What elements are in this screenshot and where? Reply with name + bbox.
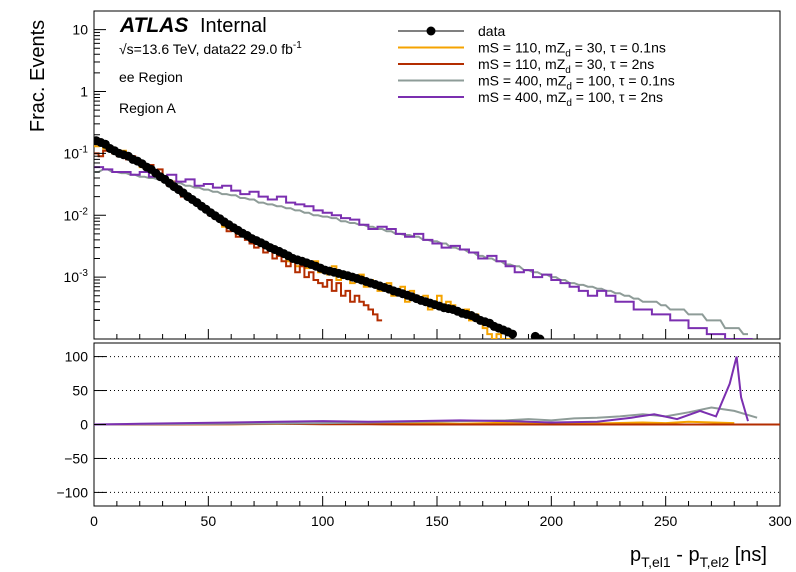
energy-lumi-text: √s=13.6 TeV, data22 29.0 fb-1 <box>119 40 302 57</box>
y-tick-label: 10-1 <box>64 144 89 161</box>
legend-label-text: mS = 110, mZ <box>478 56 566 72</box>
x-label-p1: p <box>630 544 641 566</box>
x-tick-label: 300 <box>768 513 792 529</box>
legend-label-text: mS = 400, mZ <box>478 73 567 89</box>
y-tick-label: 10 <box>72 22 88 38</box>
x-tick-label: 200 <box>540 513 564 529</box>
legend-label-sub: d <box>566 82 572 93</box>
ratio-y-tick-label: 0 <box>80 417 88 433</box>
main-series-group <box>94 143 753 339</box>
legend-label-3: mS = 400, mZd = 100, τ = 0.1ns <box>478 73 675 93</box>
y-axis-label: Frac. Events <box>27 20 49 132</box>
legend-label-text: = 30, τ = 0.1ns <box>571 40 666 56</box>
main-panel-frame <box>93 10 781 340</box>
x-axis-label: pT,el1 - pT,el2 [ns] <box>630 544 767 570</box>
ratio-y-tick-label: −100 <box>56 484 88 500</box>
x-label-unit: [ns] <box>729 544 767 566</box>
legend-data-label: data <box>478 23 505 39</box>
y-tick-base: 10 <box>64 207 80 223</box>
y-tick-label: 10-2 <box>64 206 89 223</box>
legend-label-sub: d <box>565 65 571 76</box>
legend-label-sub: d <box>566 98 572 109</box>
region-label-ee: ee Region <box>119 69 183 85</box>
legend-label-text: = 100, τ = 2ns <box>572 89 663 105</box>
legend-label-2: mS = 110, mZd = 30, τ = 2ns <box>478 56 654 76</box>
legend-label-text: mS = 400, mZ <box>478 89 567 105</box>
region-label-a: Region A <box>119 100 176 116</box>
x-tick-label: 250 <box>654 513 678 529</box>
ratio-series-group <box>94 356 780 426</box>
ratio-y-tick-label: −50 <box>64 450 88 466</box>
legend-label-text: = 30, τ = 2ns <box>571 56 654 72</box>
ratio-y-tick-label: 50 <box>72 383 88 399</box>
legend-label-sub: d <box>565 49 571 60</box>
y-tick-label: 10-3 <box>64 268 89 285</box>
y-tick-base: 10 <box>64 269 80 285</box>
x-tick-label: 50 <box>201 513 217 529</box>
x-tick-label: 0 <box>90 513 98 529</box>
y-tick-label: 1 <box>80 84 88 100</box>
y-tick-exp: -3 <box>79 268 88 279</box>
legend-label-text: = 100, τ = 0.1ns <box>572 73 675 89</box>
x-label-sub2: T,el2 <box>700 554 730 570</box>
legend-label-text: mS = 110, mZ <box>478 40 566 56</box>
data-points-group <box>94 136 545 339</box>
y-tick-exp: -2 <box>79 206 88 217</box>
data-point <box>508 329 517 339</box>
series-line-4 <box>94 166 753 339</box>
x-tick-label: 150 <box>425 513 449 529</box>
axes-group: 0 50 100 150 200 250 30010-310-210-1110−100−50… <box>56 10 792 529</box>
energy-lumi-main: √s=13.6 TeV, data22 29.0 fb <box>119 41 293 57</box>
energy-lumi-exp: -1 <box>293 40 302 51</box>
legend-label-1: mS = 110, mZd = 30, τ = 0.1ns <box>478 40 666 60</box>
series-line-3 <box>94 168 748 336</box>
atlas-status: Internal <box>200 15 267 37</box>
legend-label-4: mS = 400, mZd = 100, τ = 2ns <box>478 89 663 109</box>
legend-data-marker <box>426 26 436 36</box>
x-tick-label: 100 <box>311 513 335 529</box>
x-label-sub1: T,el1 <box>641 554 671 570</box>
ratio-y-tick-label: 100 <box>65 349 89 365</box>
y-tick-base: 10 <box>64 145 80 161</box>
y-tick-exp: -1 <box>79 144 88 155</box>
x-label-mid: - p <box>671 544 700 566</box>
atlas-label: ATLAS <box>119 14 188 37</box>
data-point <box>535 334 545 339</box>
ratio-line-4 <box>94 356 749 426</box>
